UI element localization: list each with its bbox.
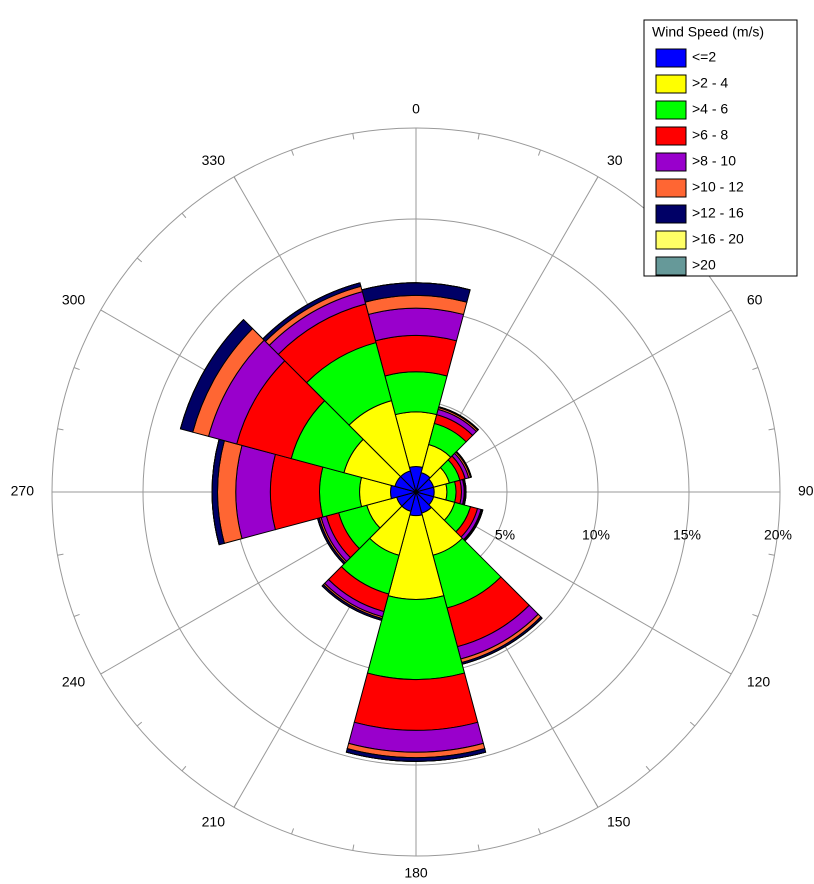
legend-label: >10 - 12 xyxy=(692,179,744,195)
direction-label: 90 xyxy=(798,483,814,499)
r-tick-label: 15% xyxy=(673,527,701,543)
spoke xyxy=(415,309,732,493)
minor-tick xyxy=(291,828,295,835)
minor-tick xyxy=(57,553,64,556)
legend-label: >12 - 16 xyxy=(692,205,744,221)
minor-tick xyxy=(752,367,759,371)
wedge-segment xyxy=(262,282,361,340)
direction-label: 120 xyxy=(747,674,771,690)
wedge-segment xyxy=(374,334,458,377)
minor-tick xyxy=(136,257,143,263)
minor-tick xyxy=(73,367,80,371)
direction-label: 150 xyxy=(607,814,631,830)
minor-tick xyxy=(768,553,775,556)
legend-swatch xyxy=(655,100,687,120)
wedge-segment xyxy=(445,481,457,503)
wedge-segment xyxy=(353,672,479,731)
minor-tick xyxy=(537,149,541,156)
minor-tick xyxy=(57,428,64,431)
direction-label: 60 xyxy=(747,292,763,308)
minor-tick xyxy=(291,149,295,156)
minor-tick xyxy=(352,844,355,851)
legend-title: Wind Speed (m/s) xyxy=(652,24,764,40)
legend-swatch xyxy=(655,256,687,276)
direction-label: 300 xyxy=(62,292,86,308)
minor-tick xyxy=(768,428,775,431)
legend-label: >8 - 10 xyxy=(692,153,736,169)
r-tick-label: 5% xyxy=(495,527,515,543)
minor-tick xyxy=(477,844,480,851)
legend-swatch xyxy=(655,204,687,224)
legend-label: >20 xyxy=(692,257,716,273)
wedge-segment xyxy=(438,406,479,430)
minor-tick xyxy=(136,721,143,727)
legend-label: >4 - 6 xyxy=(692,101,728,117)
direction-label: 30 xyxy=(607,152,623,168)
r-tick-label: 10% xyxy=(582,527,610,543)
legend-swatch xyxy=(655,178,687,198)
direction-label: 0 xyxy=(412,101,420,117)
legend-swatch xyxy=(655,152,687,172)
legend-label: >16 - 20 xyxy=(692,231,744,247)
minor-tick xyxy=(752,613,759,617)
legend-swatch xyxy=(655,126,687,146)
wedge-segment xyxy=(235,444,276,540)
legend-swatch xyxy=(655,74,687,94)
direction-label: 180 xyxy=(404,865,428,881)
direction-label: 330 xyxy=(202,152,226,168)
wedge-segment xyxy=(269,453,324,531)
minor-tick xyxy=(477,133,480,140)
legend-label: >2 - 4 xyxy=(692,75,728,91)
r-tick-label: 20% xyxy=(764,527,792,543)
legend-label: <=2 xyxy=(692,49,716,65)
direction-label: 270 xyxy=(11,483,35,499)
wedge-segment xyxy=(384,371,448,416)
minor-tick xyxy=(689,721,696,727)
legend-swatch xyxy=(655,230,687,250)
minor-tick xyxy=(181,765,187,772)
minor-tick xyxy=(537,828,541,835)
minor-tick xyxy=(73,613,80,617)
direction-label: 240 xyxy=(62,674,86,690)
minor-tick xyxy=(645,765,651,772)
wedge-segment xyxy=(346,751,486,762)
direction-label: 210 xyxy=(202,814,226,830)
legend-swatch xyxy=(655,48,687,68)
minor-tick xyxy=(352,133,355,140)
legend-label: >6 - 8 xyxy=(692,127,728,143)
minor-tick xyxy=(181,212,187,219)
